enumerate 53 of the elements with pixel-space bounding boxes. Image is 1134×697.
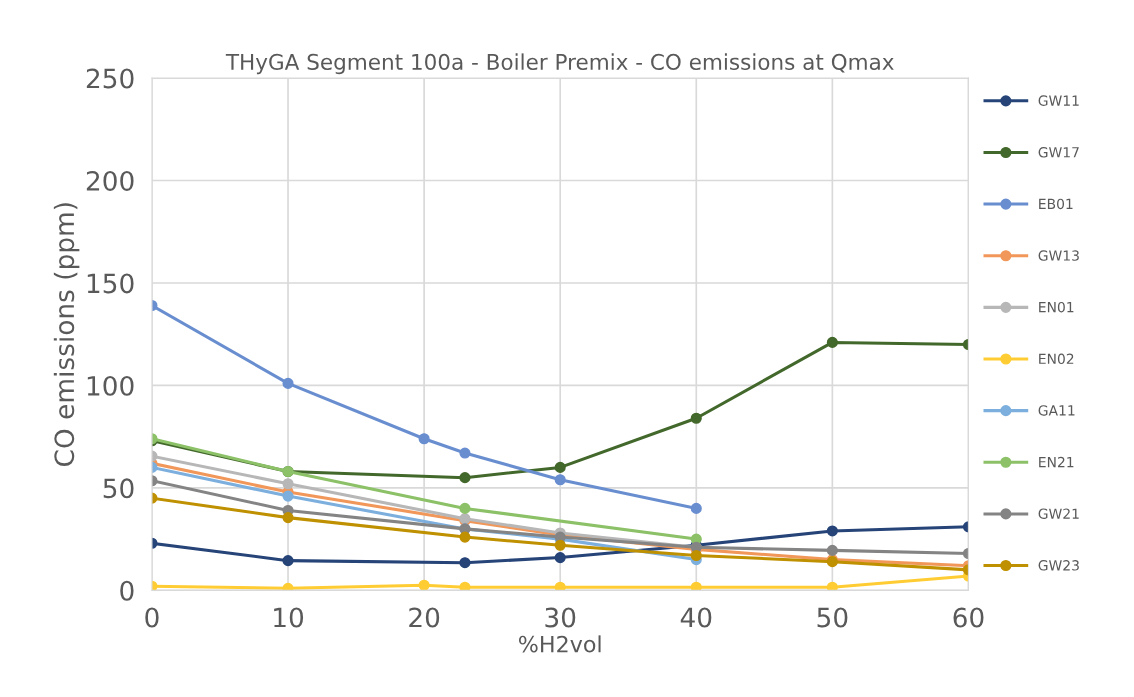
legend-label: GW13 <box>1038 250 1079 261</box>
point <box>554 552 566 564</box>
point <box>826 544 838 556</box>
point <box>459 447 471 459</box>
chart-title: THyGA Segment 100a - Boiler Premix - CO emissions at Qmax <box>225 53 894 75</box>
point <box>459 557 471 569</box>
y-tick-label: 150 <box>87 273 134 294</box>
point <box>282 582 294 591</box>
point <box>282 490 294 502</box>
x-tick-label: 20 <box>409 607 440 628</box>
point <box>690 412 702 424</box>
point <box>690 581 702 591</box>
legend-label: GW11 <box>1038 95 1079 106</box>
point <box>554 539 566 551</box>
x-axis-title: %H2vol <box>518 635 601 653</box>
x-tick-label: 40 <box>680 607 712 628</box>
point <box>459 472 471 484</box>
point <box>459 581 471 591</box>
y-tick-label: 200 <box>86 170 134 191</box>
y-tick-label: 250 <box>86 68 134 89</box>
point <box>826 525 838 537</box>
legend-label: GA11 <box>1038 405 1075 416</box>
x-tick-label: 0 <box>145 607 159 628</box>
x-tick-label: 10 <box>274 607 304 628</box>
point <box>282 555 294 567</box>
legend-label: EN02 <box>1039 353 1074 365</box>
y-tick-label: 100 <box>87 375 134 396</box>
legend-label: GW23 <box>1038 560 1079 571</box>
x-tick-label: 60 <box>953 607 984 628</box>
point <box>459 531 471 543</box>
point <box>282 478 294 490</box>
point <box>554 474 566 486</box>
y-axis-title: CO emissions (ppm) <box>53 203 80 466</box>
legend-label: EN21 <box>1039 456 1074 468</box>
point <box>554 581 566 591</box>
point <box>418 579 430 591</box>
point <box>459 502 471 514</box>
legend-label: EN01 <box>1039 301 1074 313</box>
y-tick-label: 0 <box>120 580 134 601</box>
point <box>282 512 294 524</box>
point <box>282 377 294 389</box>
legend-label: GW17 <box>1038 147 1079 158</box>
point <box>826 336 838 348</box>
legend-label: GW21 <box>1038 508 1079 519</box>
point <box>418 433 430 445</box>
point <box>690 549 702 562</box>
x-tick-label: 50 <box>817 607 848 628</box>
y-tick-label: 50 <box>103 478 134 499</box>
legend-label: EB01 <box>1039 198 1073 210</box>
point <box>690 502 702 514</box>
point <box>554 461 566 473</box>
point <box>826 581 838 591</box>
x-tick-label: 30 <box>545 607 576 628</box>
